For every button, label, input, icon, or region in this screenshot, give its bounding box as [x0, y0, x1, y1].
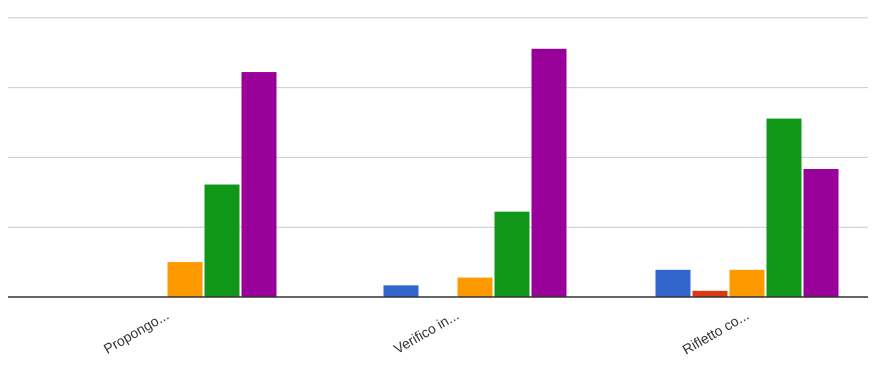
bar: [803, 169, 839, 297]
bar: [729, 269, 765, 297]
x-tick-label: Verifico in...: [391, 307, 462, 357]
x-tick-label: Propongo...: [101, 307, 172, 357]
bar: [241, 72, 277, 298]
bar: [457, 277, 493, 297]
bar: [531, 48, 567, 297]
bar: [766, 118, 802, 297]
bar: [204, 184, 240, 297]
bar: [383, 285, 419, 297]
bar: [494, 211, 530, 297]
bar: [167, 262, 203, 297]
bar: [655, 269, 691, 297]
bar: [692, 290, 728, 297]
x-tick-label: Rifletto co...: [679, 307, 751, 358]
